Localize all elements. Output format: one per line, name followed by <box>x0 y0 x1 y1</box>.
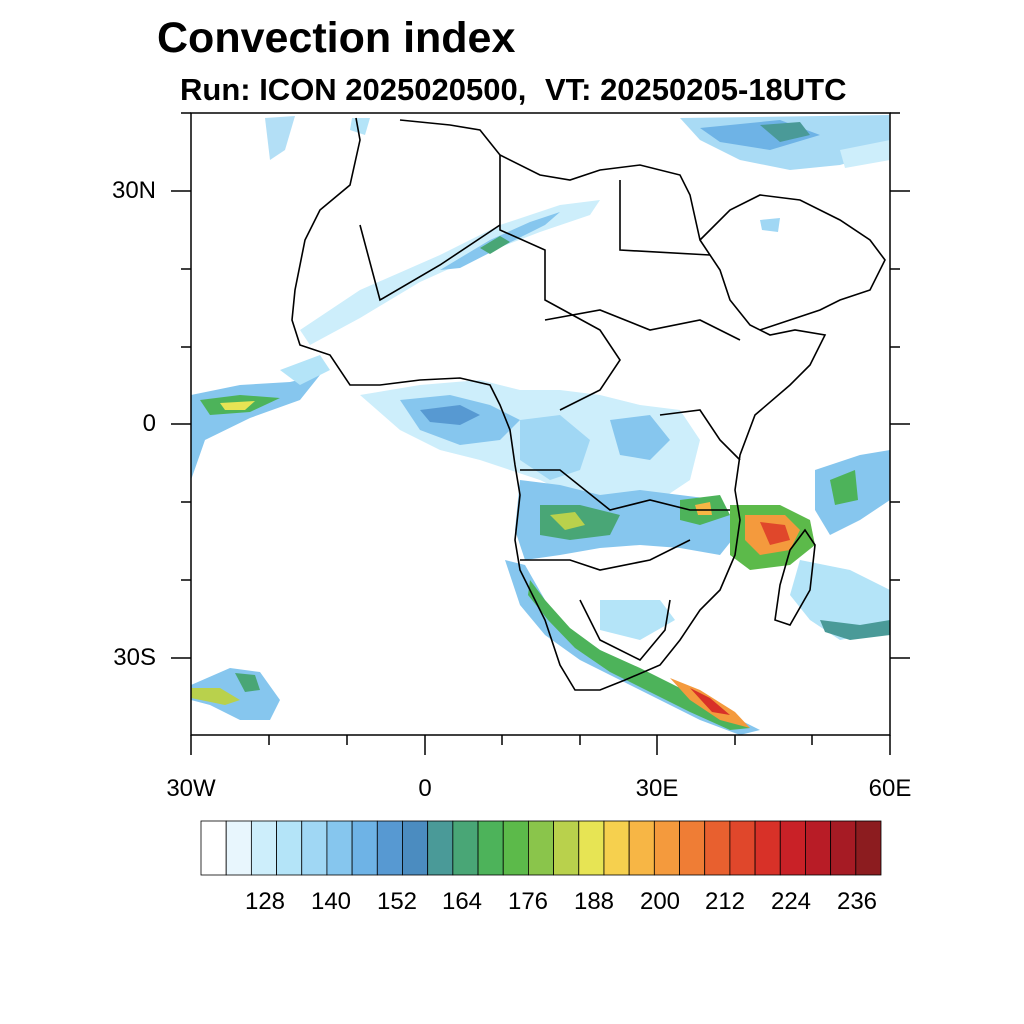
valid-time-label: VT: 20250205-18UTC <box>544 72 847 107</box>
colorbar-label: 140 <box>310 888 352 915</box>
y-tick-label: 30N <box>111 177 156 204</box>
colorbar-box <box>477 820 504 876</box>
colorbar-box <box>628 820 655 876</box>
colorbar-box <box>805 820 832 876</box>
colorbar-box <box>704 820 731 876</box>
y-tick-label: 30S <box>113 644 156 671</box>
colorbar-box <box>200 820 227 876</box>
colorbar-box <box>225 820 252 876</box>
colorbar-box <box>427 820 454 876</box>
coastlines <box>291 117 886 691</box>
colorbar-box <box>351 820 378 876</box>
colorbar-box <box>754 820 781 876</box>
colorbar-box <box>603 820 630 876</box>
colorbar-box <box>578 820 605 876</box>
colorbar-box <box>276 820 303 876</box>
colorbar-label: 200 <box>639 888 681 915</box>
colorbar-box <box>855 820 882 876</box>
colorbar-label: 188 <box>573 888 615 915</box>
run-label: Run: ICON 2025020500, <box>180 72 527 107</box>
axis-ticks <box>171 112 910 755</box>
colorbar-box <box>502 820 529 876</box>
colorbar-box <box>376 820 403 876</box>
colorbar-box <box>326 820 353 876</box>
colorbar <box>200 820 882 876</box>
x-tick-label: 30E <box>635 775 679 802</box>
colorbar-box <box>250 820 277 876</box>
colorbar-label: 152 <box>376 888 418 915</box>
colorbar-box <box>553 820 580 876</box>
colorbar-box <box>830 820 857 876</box>
colorbar-box <box>679 820 706 876</box>
chart-title: Convection index <box>157 14 516 62</box>
colorbar-box <box>301 820 328 876</box>
colorbar-box <box>779 820 806 876</box>
colorbar-label: 236 <box>836 888 878 915</box>
colorbar-box <box>402 820 429 876</box>
colorbar-box <box>528 820 555 876</box>
colorbar-label: 176 <box>507 888 549 915</box>
colorbar-label: 224 <box>770 888 812 915</box>
colorbar-box <box>729 820 756 876</box>
colorbar-box <box>452 820 479 876</box>
colorbar-box <box>653 820 680 876</box>
chart-subtitle: Run: ICON 2025020500, VT: 20250205-18UTC <box>180 72 847 108</box>
colorbar-label: 164 <box>441 888 483 915</box>
x-tick-label: 60E <box>868 775 912 802</box>
y-tick-label: 0 <box>142 410 156 437</box>
x-tick-label: 30W <box>166 775 216 802</box>
x-tick-label: 0 <box>418 775 432 802</box>
colorbar-label: 128 <box>244 888 286 915</box>
convection-field <box>191 115 890 735</box>
colorbar-label: 212 <box>704 888 746 915</box>
